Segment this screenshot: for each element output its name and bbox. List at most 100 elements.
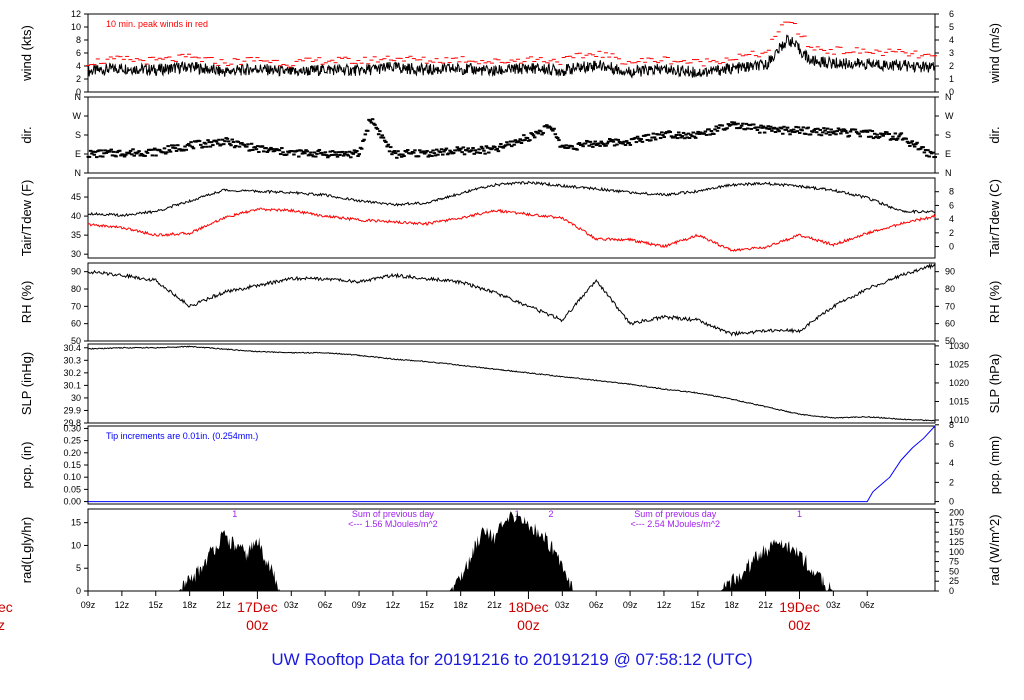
dir-point [127,151,132,154]
dir-point [249,142,254,145]
dir-point [501,146,506,149]
dir-point [387,150,392,153]
dir-point [733,123,738,126]
dir-point [222,143,226,146]
dir-point [909,141,913,144]
dir-point [580,143,584,146]
dir-point [253,146,257,149]
dir-point [426,155,431,158]
dir-point [931,151,935,154]
dir-point [599,140,604,143]
panel-rad: 0510150255075100125150175200rad(Lgly/hr)… [19,508,1002,596]
dir-point [848,130,853,133]
dir-point [605,142,610,145]
dir-point [215,142,220,145]
dir-point [738,126,743,129]
rad-ytick-label-left: 10 [71,540,81,550]
dir-point [109,148,113,151]
dir-point [441,153,445,156]
dir-point [381,136,386,139]
dir-point [557,139,561,142]
rh-ylabel-right: RH (%) [987,281,1002,324]
wind-ytick-label-right: 6 [949,9,954,19]
dir-point [586,140,590,143]
x-tick-label: 21z [487,600,502,610]
wind-ytick-label-left: 10 [71,22,81,32]
dir-point [448,149,452,152]
dir-point [228,142,232,145]
dir-point [143,154,147,157]
dir-point [784,128,789,131]
dir-point [430,155,434,158]
dir-point [570,145,574,148]
dir-point [353,151,358,154]
dir-point [472,152,476,155]
dir-point [341,154,346,157]
dir-point [887,132,892,135]
dir-point [755,129,760,132]
dir-point [548,126,553,129]
rad-annotation: <--- 1.56 MJoules/m^2 [348,519,438,529]
dir-point [411,151,416,154]
dir-point [351,152,355,155]
x-day-time: 00z [788,617,811,633]
dir-point [774,127,779,130]
dir-point [165,151,169,154]
dir-point [392,150,397,153]
dir-point [679,136,683,139]
dir-point [313,155,318,158]
x-tick-label: 06z [860,600,875,610]
rad-ytick-label-right: 100 [949,547,964,557]
wind-ytick-label-left: 2 [76,74,81,84]
dir-point [781,132,785,135]
dir-ytick-label-left: N [75,92,82,102]
dir-point [839,132,843,135]
dir-point [639,138,643,141]
dir-point [317,148,322,151]
dir-point [91,150,95,153]
x-day-label: 19Dec [779,599,819,615]
dir-point [800,129,804,132]
dir-point [477,148,481,151]
dir-point [236,140,241,143]
dir-point [621,142,625,145]
slp-series-slp [87,345,936,422]
dir-point [372,122,376,125]
dir-point [171,146,175,149]
dir-point [178,148,182,151]
dir-point [744,122,749,125]
dir-point [519,142,524,145]
dir-point [389,146,393,149]
dir-point [612,144,617,147]
dir-point [402,155,406,158]
dir-point [885,131,889,134]
dir-point [197,140,202,143]
dir-point [460,151,464,154]
dir-point [328,150,332,153]
temp-ylabel-left: Tair/Tdew (F) [19,180,34,257]
dir-point [139,152,144,155]
dir-point [300,152,305,155]
dir-point [444,147,449,150]
dir-point [478,151,483,154]
dir-point [280,147,284,150]
dir-point [281,151,285,154]
dir-point [344,151,348,154]
dir-series-wind-direction [86,118,937,159]
dir-point [897,135,901,138]
dir-ytick-label-left: N [75,168,82,178]
dir-point [211,144,215,147]
dir-point [122,155,127,158]
dir-point [921,146,925,149]
dir-point [555,137,560,140]
dir-point [892,138,896,141]
dir-point [756,126,761,129]
dir-point [425,149,429,152]
dir-point [822,127,826,130]
dir-point [471,146,475,149]
dir-point [842,128,847,131]
dir-point [895,137,900,140]
dir-point [627,141,631,144]
dir-point [882,132,887,135]
